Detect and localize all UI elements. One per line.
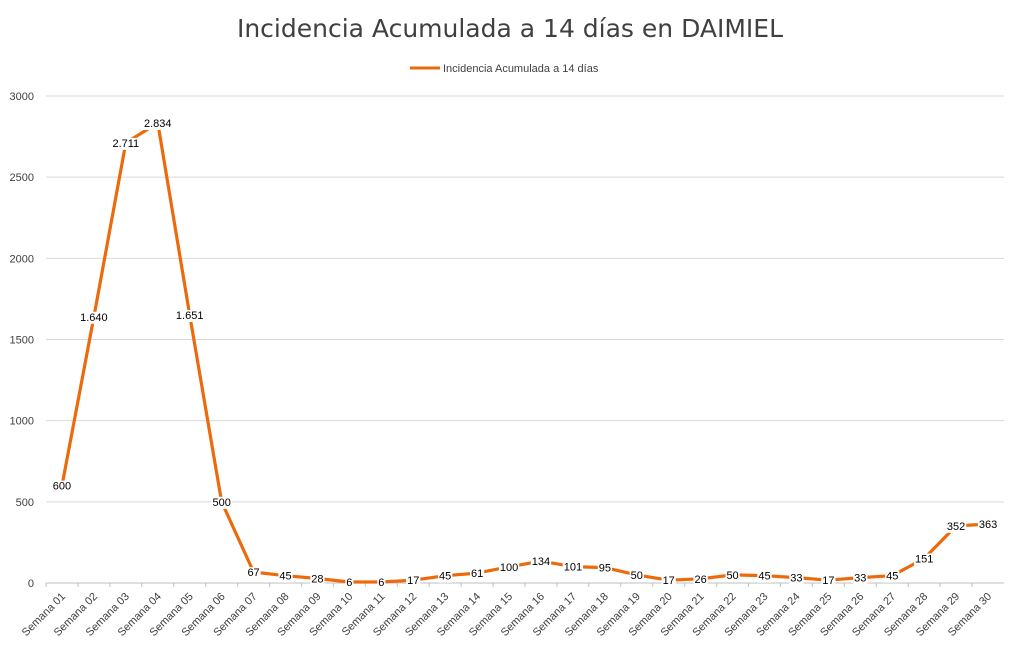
data-label: 33: [854, 573, 866, 585]
data-label-background: [821, 575, 836, 588]
data-label: 26: [695, 574, 707, 586]
data-label-background: [111, 137, 141, 150]
data-label-background: [597, 562, 612, 575]
gridlines: [46, 95, 1004, 584]
data-label-background: [885, 570, 900, 583]
data-label: 101: [564, 562, 582, 574]
data-label: 95: [599, 563, 611, 575]
data-label-background: [278, 570, 293, 583]
data-label: 352: [947, 521, 965, 533]
data-label-background: [530, 556, 552, 569]
y-tick-label: 1000: [10, 416, 34, 428]
data-label: 67: [247, 567, 259, 579]
data-labels: 600 1.640 2.711 2.834 1.651 500 67 45 28 6 6 17 45 61…: [51, 117, 999, 590]
data-label-background: [693, 573, 708, 586]
data-label-background: [789, 572, 804, 585]
data-label: 61: [471, 568, 483, 580]
data-label: 1.651: [176, 310, 204, 322]
data-label: 6: [378, 577, 384, 589]
data-label-background: [246, 567, 261, 580]
data-label: 2.834: [144, 118, 172, 130]
data-label: 134: [532, 556, 550, 568]
data-label-background: [438, 570, 453, 583]
data-label: 151: [915, 553, 933, 565]
data-label: 33: [790, 573, 802, 585]
data-label-background: [562, 561, 584, 574]
data-label-background: [345, 577, 354, 590]
data-label: 17: [663, 575, 675, 587]
data-label-background: [51, 480, 73, 493]
data-label: 100: [500, 562, 518, 574]
y-tick-label: 1500: [10, 335, 34, 347]
y-tick-label: 0: [28, 578, 34, 590]
data-label-background: [211, 496, 232, 509]
data-label: 17: [407, 575, 419, 587]
data-label: 50: [631, 570, 643, 582]
y-tick-label: 2500: [10, 172, 34, 184]
data-label-background: [498, 561, 520, 574]
y-tick-label: 500: [16, 497, 34, 509]
legend-label: Incidencia Acumulada a 14 días: [443, 63, 599, 75]
data-label: 2.711: [112, 138, 139, 150]
data-label-background: [469, 568, 485, 581]
y-tick-label: 3000: [10, 91, 34, 103]
y-tick-label: 2000: [10, 253, 34, 265]
data-label: 45: [886, 571, 898, 583]
data-label: 6: [346, 577, 352, 589]
data-label: 1.640: [80, 312, 108, 324]
data-label-background: [406, 575, 421, 588]
data-label-background: [174, 309, 205, 322]
data-label-background: [661, 575, 676, 588]
data-label-background: [143, 117, 173, 130]
data-label: 45: [758, 571, 770, 583]
data-label-background: [913, 553, 935, 566]
data-label: 363: [979, 519, 997, 531]
data-label: 17: [822, 575, 834, 587]
data-label-background: [79, 311, 109, 324]
data-label: 45: [439, 571, 451, 583]
chart-title: Incidencia Acumulada a 14 días en DAIMIE…: [237, 14, 783, 43]
data-label-background: [853, 572, 868, 585]
data-label-background: [757, 570, 772, 583]
data-label: 50: [726, 570, 738, 582]
series-polyline: [60, 121, 990, 584]
data-label-background: [977, 519, 999, 532]
data-label: 28: [311, 573, 323, 585]
data-label: 500: [212, 497, 230, 509]
data-label-background: [945, 520, 967, 533]
data-label-background: [725, 569, 740, 582]
y-axis-ticks: 0 500 1000 1500 2000 2500 3000: [10, 91, 34, 590]
data-label: 45: [279, 571, 291, 583]
data-label-background: [310, 573, 325, 586]
data-label-background: [377, 577, 386, 590]
data-label-background: [629, 569, 644, 582]
series-line: [60, 121, 990, 584]
data-label: 600: [53, 481, 71, 493]
legend: Incidencia Acumulada a 14 días: [410, 63, 599, 75]
